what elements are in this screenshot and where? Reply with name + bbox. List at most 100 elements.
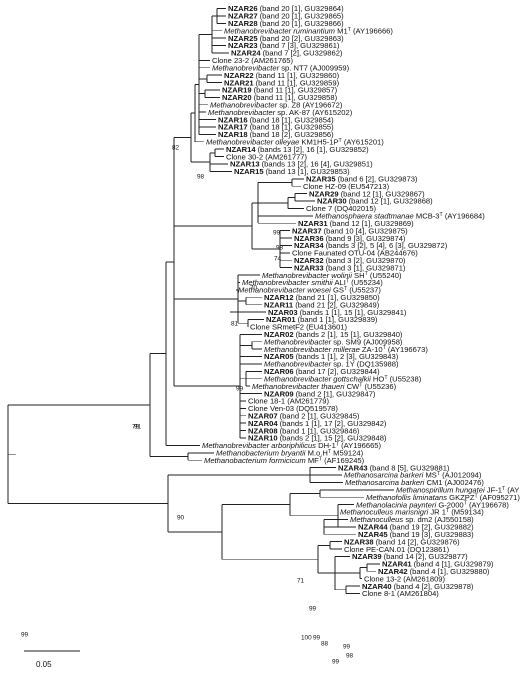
- tip-label: NZAR14 (bands 13 [2], 16 [1], GU329852): [226, 145, 369, 154]
- bootstrap-value: 99: [236, 386, 244, 393]
- tip-label: NZAR22 (band 11 [1], GU329860): [224, 71, 340, 80]
- tip-label: Methanobrevibacter sp. SM9 (AJ009958): [264, 337, 403, 346]
- bootstrap-value: 82: [172, 145, 180, 152]
- tip-label: NZAR39 (band 14 [2], GU329877): [352, 552, 468, 561]
- scale-bar-label: 0.05: [36, 660, 52, 669]
- tip-label: NZAR27 (band 20 [1], GU329865): [228, 12, 344, 21]
- bootstrap-value: 71: [297, 578, 305, 585]
- tip-label: Methanobrevibacter smithii ALIT (U55234): [242, 278, 383, 287]
- tip-label: Methanobrevibacter arboriphilicus DH-1T …: [202, 441, 382, 450]
- tip-label: Clone 13-2 (AM261809): [364, 574, 446, 583]
- tip-label: Methanobacterium formicicum MFT (AF16924…: [204, 456, 365, 465]
- tip-label: Methanobrevibacter sp. 1Y (DQ135988): [264, 360, 399, 369]
- bootstrap-value: 98: [346, 653, 354, 660]
- tip-label: Clone 7 (DQ402015): [306, 204, 377, 213]
- tip-label: NZAR10 (bands 2 [1], 15 [2], GU329848): [248, 434, 387, 443]
- tip-label: NZAR26 (band 20 [1], GU329864): [228, 4, 344, 13]
- tip-label: NZAR45 (band 19 [3], GU329883): [358, 530, 474, 539]
- tip-label: NZAR44 (band 19 [2], GU329882): [358, 523, 474, 532]
- tip-labels: NZAR26 (band 20 [1], GU329864)NZAR27 (ba…: [202, 4, 520, 598]
- tip-label: Clone 23-2 (AM261765): [212, 56, 294, 65]
- tip-label: NZAR18 (band 18 [2], GU329856): [218, 130, 334, 139]
- tip-label: Clone Ven-03 (DQ519578): [248, 404, 338, 413]
- tip-label: NZAR31 (band 12 [1], GU329869): [298, 219, 414, 228]
- bootstrap-value: 81: [231, 321, 239, 328]
- tip-label: NZAR42 (band 4 [1], GU329880): [378, 567, 490, 576]
- tip-label: Clone 8-1 (AM261804): [362, 589, 439, 598]
- bootstrap-value: 100: [301, 635, 312, 642]
- tip-label: NZAR08 (band 1 [1], GU329846): [248, 426, 360, 435]
- tip-label: NZAR24 (band 7 [2], GU329862): [231, 49, 343, 58]
- tip-label: NZAR17 (band 18 [1], GU329855): [218, 123, 334, 132]
- tip-label: NZAR12 (band 21 [1], GU329850): [264, 293, 380, 302]
- bootstrap-value: 98: [276, 245, 284, 252]
- tip-label: Methanobrevibacter wolinii SHT (U55240): [262, 271, 402, 280]
- bootstrap-value: 70: [250, 285, 258, 292]
- tip-label: NZAR03 (bands 1 [1], 15 [1], GU329841): [268, 308, 407, 317]
- bootstrap-value: 74: [274, 256, 282, 263]
- bootstrap-value: 99: [332, 659, 340, 666]
- tip-label: Clone HZ-09 (EU547213): [303, 182, 390, 191]
- tip-label: Methanobrevibacter olleyae KM1H5-1PT (AY…: [206, 137, 384, 146]
- tip-label: Methanoculleus marisnigri JR 1T (M59134): [340, 508, 484, 517]
- tip-label: NZAR25 (band 20 [2], GU329863): [228, 34, 344, 43]
- tip-label: Methanosphaera stadtmanae MCB-3T (AY1966…: [315, 212, 485, 221]
- tip-label: Clone Faunated OTU-04 (AB244676): [292, 249, 418, 258]
- bootstrap-value: 88: [321, 641, 329, 648]
- tip-label: Methanobrevibacter sp. NT7 (AJ009959): [212, 63, 350, 72]
- bootstrap-value: 91: [134, 424, 142, 431]
- tip-label: NZAR05 (bands 1 [1], 2 [3], GU329843): [264, 352, 399, 361]
- tip-label: NZAR16 (band 18 [1], GU329854): [218, 115, 334, 124]
- tip-label: NZAR43 (band 8 [5], GU329881): [338, 463, 450, 472]
- tip-label: Methanofollis liminatans GKZPZT (AF09527…: [366, 493, 520, 502]
- bootstrap-value: 98: [197, 174, 205, 181]
- tip-label: Clone 18-1 (AM261779): [248, 397, 330, 406]
- tip-label: Methanosarcina barkeri CM1 (AJ002476): [345, 478, 484, 487]
- tip-label: NZAR23 (band 7 [3], GU329861): [228, 41, 340, 50]
- tip-label: NZAR04 (bands 1 [1], 17 [2], GU329842): [248, 419, 387, 428]
- tip-label: Methanobacterium bryantii M.o.HT M59124): [216, 449, 364, 458]
- tip-label: NZAR28 (band 20 [1], GU329866): [228, 19, 344, 28]
- tip-label: NZAR11 (band 21 [2], GU329849): [264, 300, 380, 309]
- tip-label: Methanobrevibacter sp. Z8 (AY196672): [210, 100, 343, 109]
- bootstrap-value: 99: [343, 644, 351, 651]
- tip-label: Methanobrevibacter thaueri CWT (U55236): [252, 382, 397, 391]
- tip-label: NZAR09 (band 2 [1], GU329847): [264, 389, 376, 398]
- bootstrap-value: 99: [273, 230, 281, 237]
- bootstrap-value: 90: [177, 515, 185, 522]
- tip-label: NZAR36 (band 9 [3], GU329874): [294, 234, 406, 243]
- tip-label: NZAR33 (band 3 [1], GU329871): [294, 263, 406, 272]
- tip-label: Methanoculleus sp. dm2 (AJ550158): [350, 515, 474, 524]
- tip-label: NZAR06 (band 17 [2], GU329844): [264, 367, 380, 376]
- bootstrap-value: 99: [21, 632, 29, 639]
- tip-label: NZAR41 (band 4 [1], GU329879): [382, 560, 494, 569]
- tip-label: Methanobrevibacter gottschalkii HOT (U55…: [264, 374, 422, 383]
- tip-label: NZAR32 (band 3 [2], GU329870): [294, 256, 406, 265]
- tip-label: NZAR01 (band 1 [1], GU329839): [266, 315, 378, 324]
- tip-label: Methanobrevibacter sp. AK-87 (AY615202): [208, 108, 353, 117]
- scale-bar: 0.05: [24, 650, 80, 669]
- tip-label: NZAR21 (band 11 [1], GU329859): [224, 78, 340, 87]
- bootstrap-value: 99: [309, 606, 317, 613]
- tip-label: Methanolacinia paynteri G-2000T (AY19667…: [356, 500, 509, 509]
- tip-label: NZAR29 (band 12 [1], GU329867): [309, 189, 425, 198]
- tip-label: Clone 30-2 (AM261777): [226, 152, 308, 161]
- bootstrap-value: 99: [313, 635, 321, 642]
- tip-label: Methanobrevibacter millerae ZA-10T (AY19…: [264, 345, 428, 354]
- tip-label: NZAR13 (bands 13 [2], 16 [4], GU329851): [230, 160, 373, 169]
- tip-label: Methanobrevibacter woesei GST (U55237): [238, 286, 381, 295]
- tip-label: Methanosarcina barkeri MST (AJ012094): [344, 471, 482, 480]
- bootstrap-values: 8298999874708199799091719999999899998810…: [21, 145, 354, 666]
- tip-label: Methanobrevibacter ruminantium M1T (AY19…: [224, 26, 393, 35]
- tip-label: Clone SRmetF2 (EU413601): [250, 323, 348, 332]
- tip-label: NZAR35 (band 6 [2], GU329873): [306, 175, 418, 184]
- tip-label: NZAR40 (band 4 [2], GU329878): [362, 582, 474, 591]
- tip-label: NZAR30 (band 12 [1], GU329868): [317, 197, 433, 206]
- tip-label: Clone PE-CAN.01 (DQ123861): [344, 545, 450, 554]
- tip-label: NZAR34 (bands 3 [2], 5 [4], 6 [3], GU329…: [294, 241, 448, 250]
- tip-label: NZAR37 (band 10 [4], GU329875): [292, 226, 408, 235]
- tip-label: NZAR02 (bands 2 [1], 15 [1], GU329840): [264, 330, 403, 339]
- tip-label: NZAR19 (band 11 [1], GU329857): [222, 86, 338, 95]
- bootstrap-value: 79: [132, 424, 140, 431]
